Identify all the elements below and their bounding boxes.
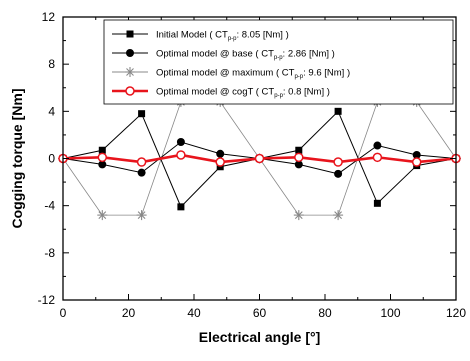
legend-marker bbox=[126, 30, 134, 38]
series-2-point bbox=[176, 137, 185, 146]
series-3-point bbox=[293, 210, 304, 221]
y-tick-label: 4 bbox=[48, 104, 55, 118]
x-tick-label: 120 bbox=[446, 306, 466, 320]
series-3-point bbox=[136, 210, 147, 221]
series-2-point bbox=[98, 160, 107, 169]
series-1-point bbox=[373, 199, 381, 207]
x-tick-label: 20 bbox=[122, 306, 136, 320]
x-tick-label: 0 bbox=[60, 306, 67, 320]
y-tick-label: 8 bbox=[48, 57, 55, 71]
series-3-point bbox=[97, 210, 108, 221]
series-layer bbox=[58, 96, 461, 221]
y-tick-label: -8 bbox=[44, 246, 55, 260]
series-4-point bbox=[97, 152, 108, 163]
series-2-point bbox=[412, 150, 421, 159]
x-tick-label: 40 bbox=[187, 306, 201, 320]
series-3-point bbox=[333, 210, 344, 221]
legend-label: Optimal model @ base ( CTp-p: 2.86 [Nm] … bbox=[156, 49, 335, 62]
y-axis-title: Cogging torque [Nm] bbox=[9, 89, 25, 229]
series-4-point bbox=[215, 157, 225, 167]
y-tick-label: 12 bbox=[42, 10, 56, 24]
series-4-point bbox=[176, 150, 186, 160]
series-1-point bbox=[98, 146, 106, 154]
legend-label: Initial Model ( CTp-p: 8.05 [Nm] ) bbox=[156, 30, 289, 43]
x-tick-label: 60 bbox=[253, 306, 267, 320]
series-1-point bbox=[177, 203, 185, 211]
legend-marker bbox=[125, 86, 135, 96]
series-4-point bbox=[254, 153, 265, 164]
series-4-point bbox=[372, 152, 383, 163]
legend-label: Optimal model @ cogT ( CTp-p: 0.8 [Nm] ) bbox=[156, 87, 330, 100]
legend-label: Optimal model @ maximum ( CTp-p: 9.6 [Nm… bbox=[156, 68, 350, 81]
y-tick-label: -12 bbox=[38, 293, 56, 307]
y-tick-label: 0 bbox=[48, 152, 55, 166]
x-axis-title: Electrical angle [°] bbox=[199, 329, 321, 345]
series-2-point bbox=[334, 169, 343, 178]
series-2-point bbox=[294, 160, 303, 169]
series-2-point bbox=[216, 149, 225, 158]
legend-box bbox=[103, 19, 454, 105]
series-2-point bbox=[137, 168, 146, 177]
y-tick-label: -4 bbox=[44, 199, 55, 213]
legend-marker bbox=[126, 49, 134, 57]
series-1-point bbox=[295, 146, 303, 154]
legend: Initial Model ( CTp-p: 8.05 [Nm] ) Optima… bbox=[103, 19, 454, 105]
series-4-point bbox=[411, 157, 422, 167]
x-tick-label: 80 bbox=[318, 306, 332, 320]
series-2-point bbox=[373, 141, 382, 150]
legend-marker bbox=[125, 67, 135, 77]
series-4-point bbox=[136, 157, 147, 167]
series-1-point bbox=[138, 110, 146, 118]
series-4-point bbox=[333, 157, 343, 167]
series-4-point bbox=[294, 152, 304, 163]
x-tick-label: 100 bbox=[380, 306, 400, 320]
series-1-point bbox=[334, 107, 342, 115]
